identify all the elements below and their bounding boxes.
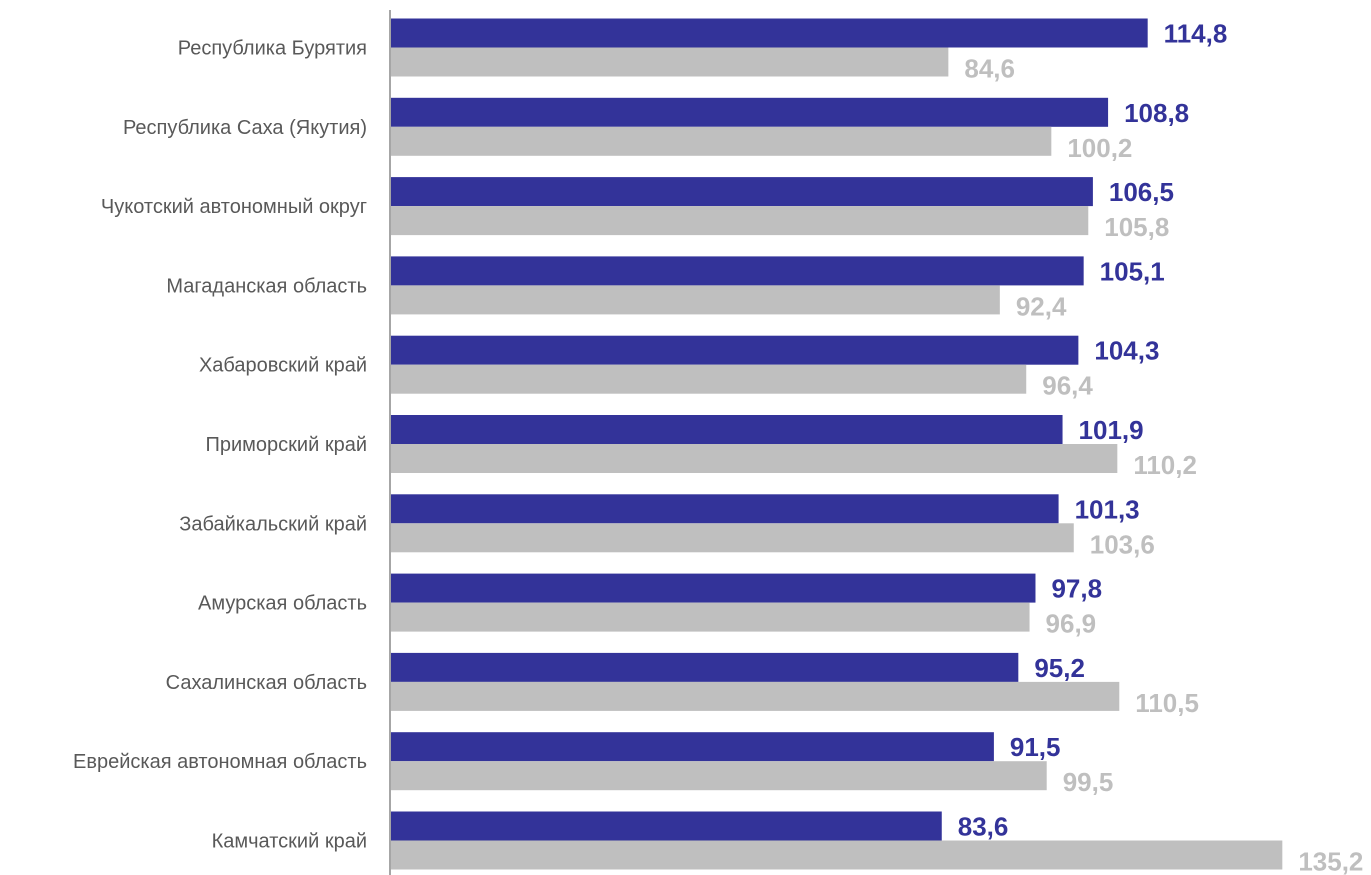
value-labels: 114,8 84,6 108,8 100,2 106,5 105,8 105,1 92,4 10…	[958, 19, 1364, 875]
bar-series-1	[390, 652, 1019, 682]
category-label: Приморский край	[206, 434, 367, 456]
bar-series-1	[390, 97, 1109, 127]
value-label-series-2: 110,5	[1135, 688, 1199, 718]
category-label: Камчатский край	[212, 831, 367, 853]
value-label-series-2: 84,6	[964, 54, 1015, 84]
value-label-series-1: 114,8	[1164, 19, 1228, 49]
value-label-series-1: 101,3	[1075, 494, 1140, 524]
value-label-series-2: 96,4	[1042, 371, 1093, 401]
value-label-series-2: 99,5	[1063, 767, 1114, 797]
category-label: Амурская область	[198, 593, 367, 615]
value-label-series-1: 104,3	[1094, 336, 1159, 366]
category-label: Сахалинская область	[166, 672, 367, 694]
value-label-series-1: 97,8	[1051, 574, 1102, 604]
value-label-series-1: 91,5	[1010, 732, 1061, 762]
category-label: Хабаровский край	[199, 355, 367, 377]
category-labels: Республика Бурятия Республика Саха (Якути…	[73, 38, 367, 853]
value-label-series-2: 103,6	[1090, 529, 1155, 559]
bar-series-1	[390, 494, 1059, 524]
bar-series-1	[390, 732, 994, 762]
value-label-series-2: 96,9	[1046, 609, 1097, 639]
bar-series-2	[390, 840, 1283, 870]
bar-series-2	[390, 285, 1000, 315]
bar-series-2	[390, 602, 1030, 632]
bars-group	[390, 18, 1283, 870]
bar-series-2	[390, 523, 1074, 553]
bar-series-1	[390, 177, 1093, 207]
bar-series-1	[390, 335, 1079, 365]
bar-series-2	[390, 364, 1027, 394]
bar-series-2	[390, 761, 1047, 791]
value-label-series-1: 108,8	[1124, 98, 1189, 128]
category-label: Магаданская область	[166, 275, 367, 297]
bar-series-1	[390, 811, 942, 841]
bar-series-2	[390, 681, 1120, 711]
value-label-series-1: 83,6	[958, 812, 1009, 842]
bar-series-2	[390, 47, 949, 77]
value-label-series-2: 135,2	[1298, 847, 1363, 875]
category-label: Забайкальский край	[179, 513, 367, 535]
category-label: Чукотский автономный округ	[101, 196, 367, 218]
bar-series-1	[390, 256, 1084, 286]
bar-series-2	[390, 444, 1118, 473]
value-label-series-2: 105,8	[1104, 212, 1169, 242]
category-label: Еврейская автономная область	[73, 751, 367, 773]
bar-series-1	[390, 573, 1036, 603]
value-label-series-2: 100,2	[1067, 133, 1132, 163]
value-label-series-1: 105,1	[1100, 256, 1165, 286]
bar-series-2	[390, 206, 1089, 236]
bar-series-1	[390, 18, 1148, 48]
value-label-series-2: 92,4	[1016, 291, 1067, 321]
bar-series-2	[390, 126, 1052, 156]
bar-series-1	[390, 415, 1063, 444]
value-label-series-1: 95,2	[1034, 653, 1085, 683]
value-label-series-1: 106,5	[1109, 177, 1174, 207]
category-label: Республика Саха (Якутия)	[123, 117, 367, 139]
value-label-series-1: 101,9	[1079, 415, 1144, 445]
category-label: Республика Бурятия	[178, 38, 367, 60]
value-label-series-2: 110,2	[1133, 450, 1197, 480]
